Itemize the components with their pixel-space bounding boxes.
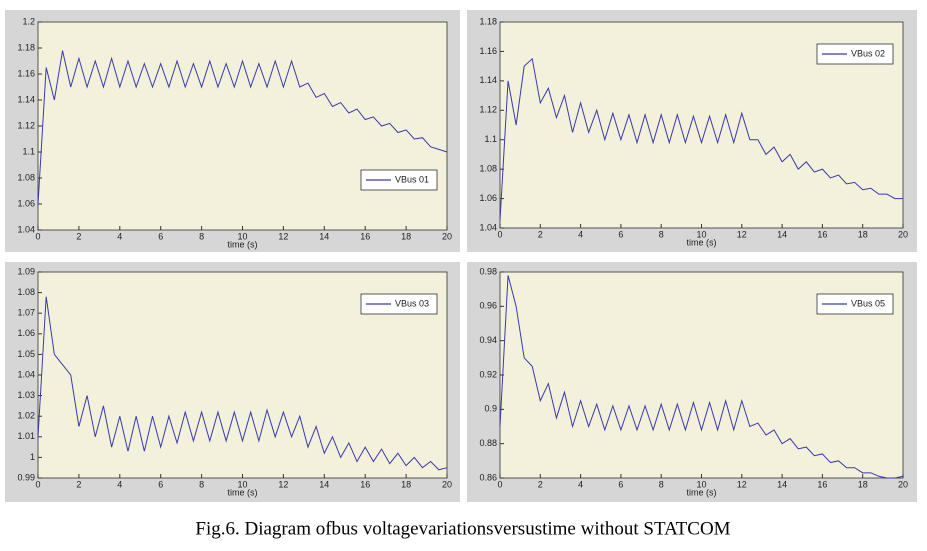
x-tick-label: 14 [319, 231, 329, 241]
legend-box [816, 43, 894, 65]
x-tick-label: 8 [199, 479, 204, 489]
y-tick-label: 1.02 [17, 411, 35, 421]
y-tick-label: 1.12 [479, 105, 497, 115]
series-line [37, 50, 448, 205]
y-tick-label: 1.18 [17, 42, 35, 52]
x-tick-label: 10 [237, 231, 247, 241]
legend-label: VBus 01 [395, 174, 429, 184]
y-tick-label: 1.09 [17, 266, 35, 276]
x-tick-label: 8 [659, 229, 664, 239]
x-axis-label: time (s) [228, 239, 258, 249]
x-tick-label: 20 [898, 229, 908, 239]
x-tick-label: 2 [76, 231, 81, 241]
y-tick-label: 1 [30, 452, 35, 462]
x-tick-label: 0 [35, 479, 40, 489]
y-tick-label: 1.04 [17, 369, 35, 379]
x-tick-label: 0 [497, 479, 502, 489]
y-tick-label: 1.16 [17, 68, 35, 78]
y-tick-label: 1.05 [17, 349, 35, 359]
x-tick-label: 4 [117, 479, 122, 489]
legend-box [816, 293, 894, 315]
y-tick-label: 0.86 [479, 472, 497, 482]
y-tick-label: 1.1 [484, 134, 497, 144]
series-line [499, 275, 904, 479]
y-tick-label: 1.08 [17, 287, 35, 297]
x-tick-label: 14 [319, 479, 329, 489]
y-tick-label: 1.04 [17, 224, 35, 234]
x-tick-label: 14 [777, 479, 787, 489]
x-tick-label: 18 [401, 479, 411, 489]
x-tick-label: 4 [117, 231, 122, 241]
y-tick-label: 1.01 [17, 431, 35, 441]
x-tick-label: 18 [401, 231, 411, 241]
x-tick-label: 14 [777, 229, 787, 239]
y-tick-label: 0.96 [479, 301, 497, 311]
y-tick-label: 1.07 [17, 308, 35, 318]
y-tick-label: 0.88 [479, 438, 497, 448]
legend-box [360, 169, 438, 191]
y-tick-label: 1.04 [479, 222, 497, 232]
x-tick-label: 6 [618, 479, 623, 489]
x-tick-label: 8 [659, 479, 664, 489]
x-tick-label: 16 [817, 479, 827, 489]
x-tick-label: 6 [618, 229, 623, 239]
x-tick-label: 12 [737, 229, 747, 239]
series-line [499, 57, 903, 221]
x-axis-label: time (s) [687, 487, 717, 497]
plot-area [37, 21, 448, 231]
x-tick-label: 20 [898, 479, 908, 489]
x-tick-label: 16 [817, 229, 827, 239]
x-tick-label: 10 [696, 479, 706, 489]
x-tick-label: 0 [35, 231, 40, 241]
y-tick-label: 1.16 [479, 46, 497, 56]
y-tick-label: 0.92 [479, 369, 497, 379]
y-tick-label: 0.98 [479, 266, 497, 276]
x-axis-label: time (s) [228, 487, 258, 497]
legend-box [360, 293, 438, 315]
x-tick-label: 2 [538, 479, 543, 489]
y-tick-label: 1.08 [479, 164, 497, 174]
x-tick-label: 16 [360, 479, 370, 489]
x-tick-label: 20 [442, 231, 452, 241]
y-tick-label: 0.99 [17, 472, 35, 482]
x-tick-label: 18 [858, 229, 868, 239]
legend-label: VBus 02 [851, 48, 885, 58]
y-tick-label: 1.14 [17, 94, 35, 104]
x-tick-label: 16 [360, 231, 370, 241]
x-tick-label: 8 [199, 231, 204, 241]
series-line [37, 296, 448, 471]
y-tick-label: 1.06 [17, 328, 35, 338]
x-tick-label: 4 [578, 479, 583, 489]
x-tick-label: 6 [158, 231, 163, 241]
x-tick-label: 2 [76, 479, 81, 489]
x-tick-label: 6 [158, 479, 163, 489]
y-tick-label: 1.06 [17, 198, 35, 208]
x-tick-label: 4 [578, 229, 583, 239]
x-tick-label: 12 [278, 231, 288, 241]
legend-label: VBus 03 [395, 298, 429, 308]
y-tick-label: 1.1 [22, 146, 35, 156]
y-tick-label: 1.2 [22, 16, 35, 26]
x-tick-label: 0 [497, 229, 502, 239]
y-tick-label: 1.18 [479, 16, 497, 26]
x-axis-label: time (s) [687, 237, 717, 247]
x-tick-label: 10 [237, 479, 247, 489]
y-tick-label: 0.9 [484, 404, 497, 414]
y-tick-label: 1.06 [479, 193, 497, 203]
x-tick-label: 2 [538, 229, 543, 239]
x-tick-label: 12 [737, 479, 747, 489]
y-tick-label: 1.14 [479, 75, 497, 85]
y-tick-label: 1.12 [17, 120, 35, 130]
x-tick-label: 12 [278, 479, 288, 489]
caption: Fig.6. Diagram ofbus voltagevariationsve… [195, 518, 730, 539]
legend-label: VBus 05 [851, 298, 885, 308]
y-tick-label: 0.94 [479, 335, 497, 345]
x-tick-label: 10 [696, 229, 706, 239]
x-tick-label: 18 [858, 479, 868, 489]
y-tick-label: 1.08 [17, 172, 35, 182]
y-tick-label: 1.03 [17, 390, 35, 400]
x-tick-label: 20 [442, 479, 452, 489]
